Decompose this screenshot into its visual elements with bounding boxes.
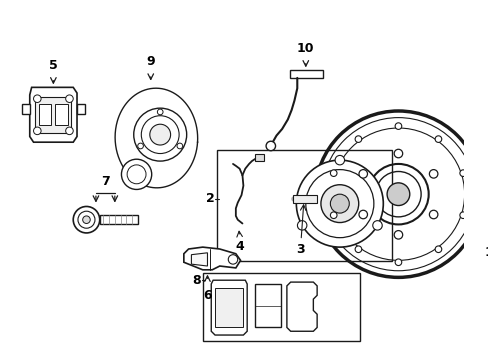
Bar xyxy=(254,154,264,161)
Text: 6: 6 xyxy=(203,289,211,302)
Polygon shape xyxy=(77,104,84,114)
Circle shape xyxy=(354,136,361,143)
Text: 1: 1 xyxy=(484,246,488,259)
Circle shape xyxy=(372,221,382,230)
Circle shape xyxy=(65,95,73,103)
Text: 8: 8 xyxy=(192,274,201,287)
Bar xyxy=(203,273,359,341)
Circle shape xyxy=(296,160,383,247)
Circle shape xyxy=(228,255,237,264)
Polygon shape xyxy=(39,104,51,125)
Circle shape xyxy=(315,111,481,277)
Polygon shape xyxy=(215,288,243,328)
Circle shape xyxy=(393,149,402,158)
Polygon shape xyxy=(286,282,317,331)
Polygon shape xyxy=(289,70,322,78)
Circle shape xyxy=(297,221,306,230)
Polygon shape xyxy=(30,87,77,142)
Circle shape xyxy=(265,141,275,151)
Circle shape xyxy=(330,212,336,219)
Circle shape xyxy=(330,170,336,176)
Circle shape xyxy=(459,212,466,219)
Polygon shape xyxy=(55,104,67,125)
Circle shape xyxy=(133,108,186,161)
Circle shape xyxy=(121,159,151,189)
Circle shape xyxy=(354,246,361,253)
Circle shape xyxy=(393,230,402,239)
Text: 4: 4 xyxy=(235,239,244,253)
Text: 7: 7 xyxy=(101,175,109,188)
Polygon shape xyxy=(254,284,281,328)
Polygon shape xyxy=(183,247,240,270)
Circle shape xyxy=(434,246,441,253)
Polygon shape xyxy=(100,215,137,224)
Circle shape xyxy=(358,170,367,178)
Circle shape xyxy=(386,183,409,206)
Circle shape xyxy=(330,194,348,213)
Circle shape xyxy=(65,127,73,135)
Text: 10: 10 xyxy=(296,42,314,55)
Polygon shape xyxy=(22,104,30,114)
Circle shape xyxy=(82,216,90,224)
Circle shape xyxy=(320,185,358,222)
Circle shape xyxy=(428,170,437,178)
Circle shape xyxy=(334,156,344,165)
Text: 3: 3 xyxy=(295,243,304,256)
Circle shape xyxy=(73,207,100,233)
Polygon shape xyxy=(115,88,197,188)
Polygon shape xyxy=(191,253,207,266)
Circle shape xyxy=(394,123,401,130)
Circle shape xyxy=(428,210,437,219)
Text: 5: 5 xyxy=(49,59,58,72)
Circle shape xyxy=(149,124,170,145)
Circle shape xyxy=(394,259,401,266)
Circle shape xyxy=(177,143,183,149)
Circle shape xyxy=(358,210,367,219)
Polygon shape xyxy=(292,195,317,203)
Circle shape xyxy=(34,95,41,103)
Circle shape xyxy=(459,170,466,176)
Text: 2: 2 xyxy=(206,192,215,206)
Circle shape xyxy=(138,143,143,149)
Circle shape xyxy=(157,109,163,115)
Bar xyxy=(217,150,391,261)
Text: 9: 9 xyxy=(146,55,155,68)
Polygon shape xyxy=(211,280,246,335)
Circle shape xyxy=(34,127,41,135)
Circle shape xyxy=(434,136,441,143)
Polygon shape xyxy=(35,97,71,133)
